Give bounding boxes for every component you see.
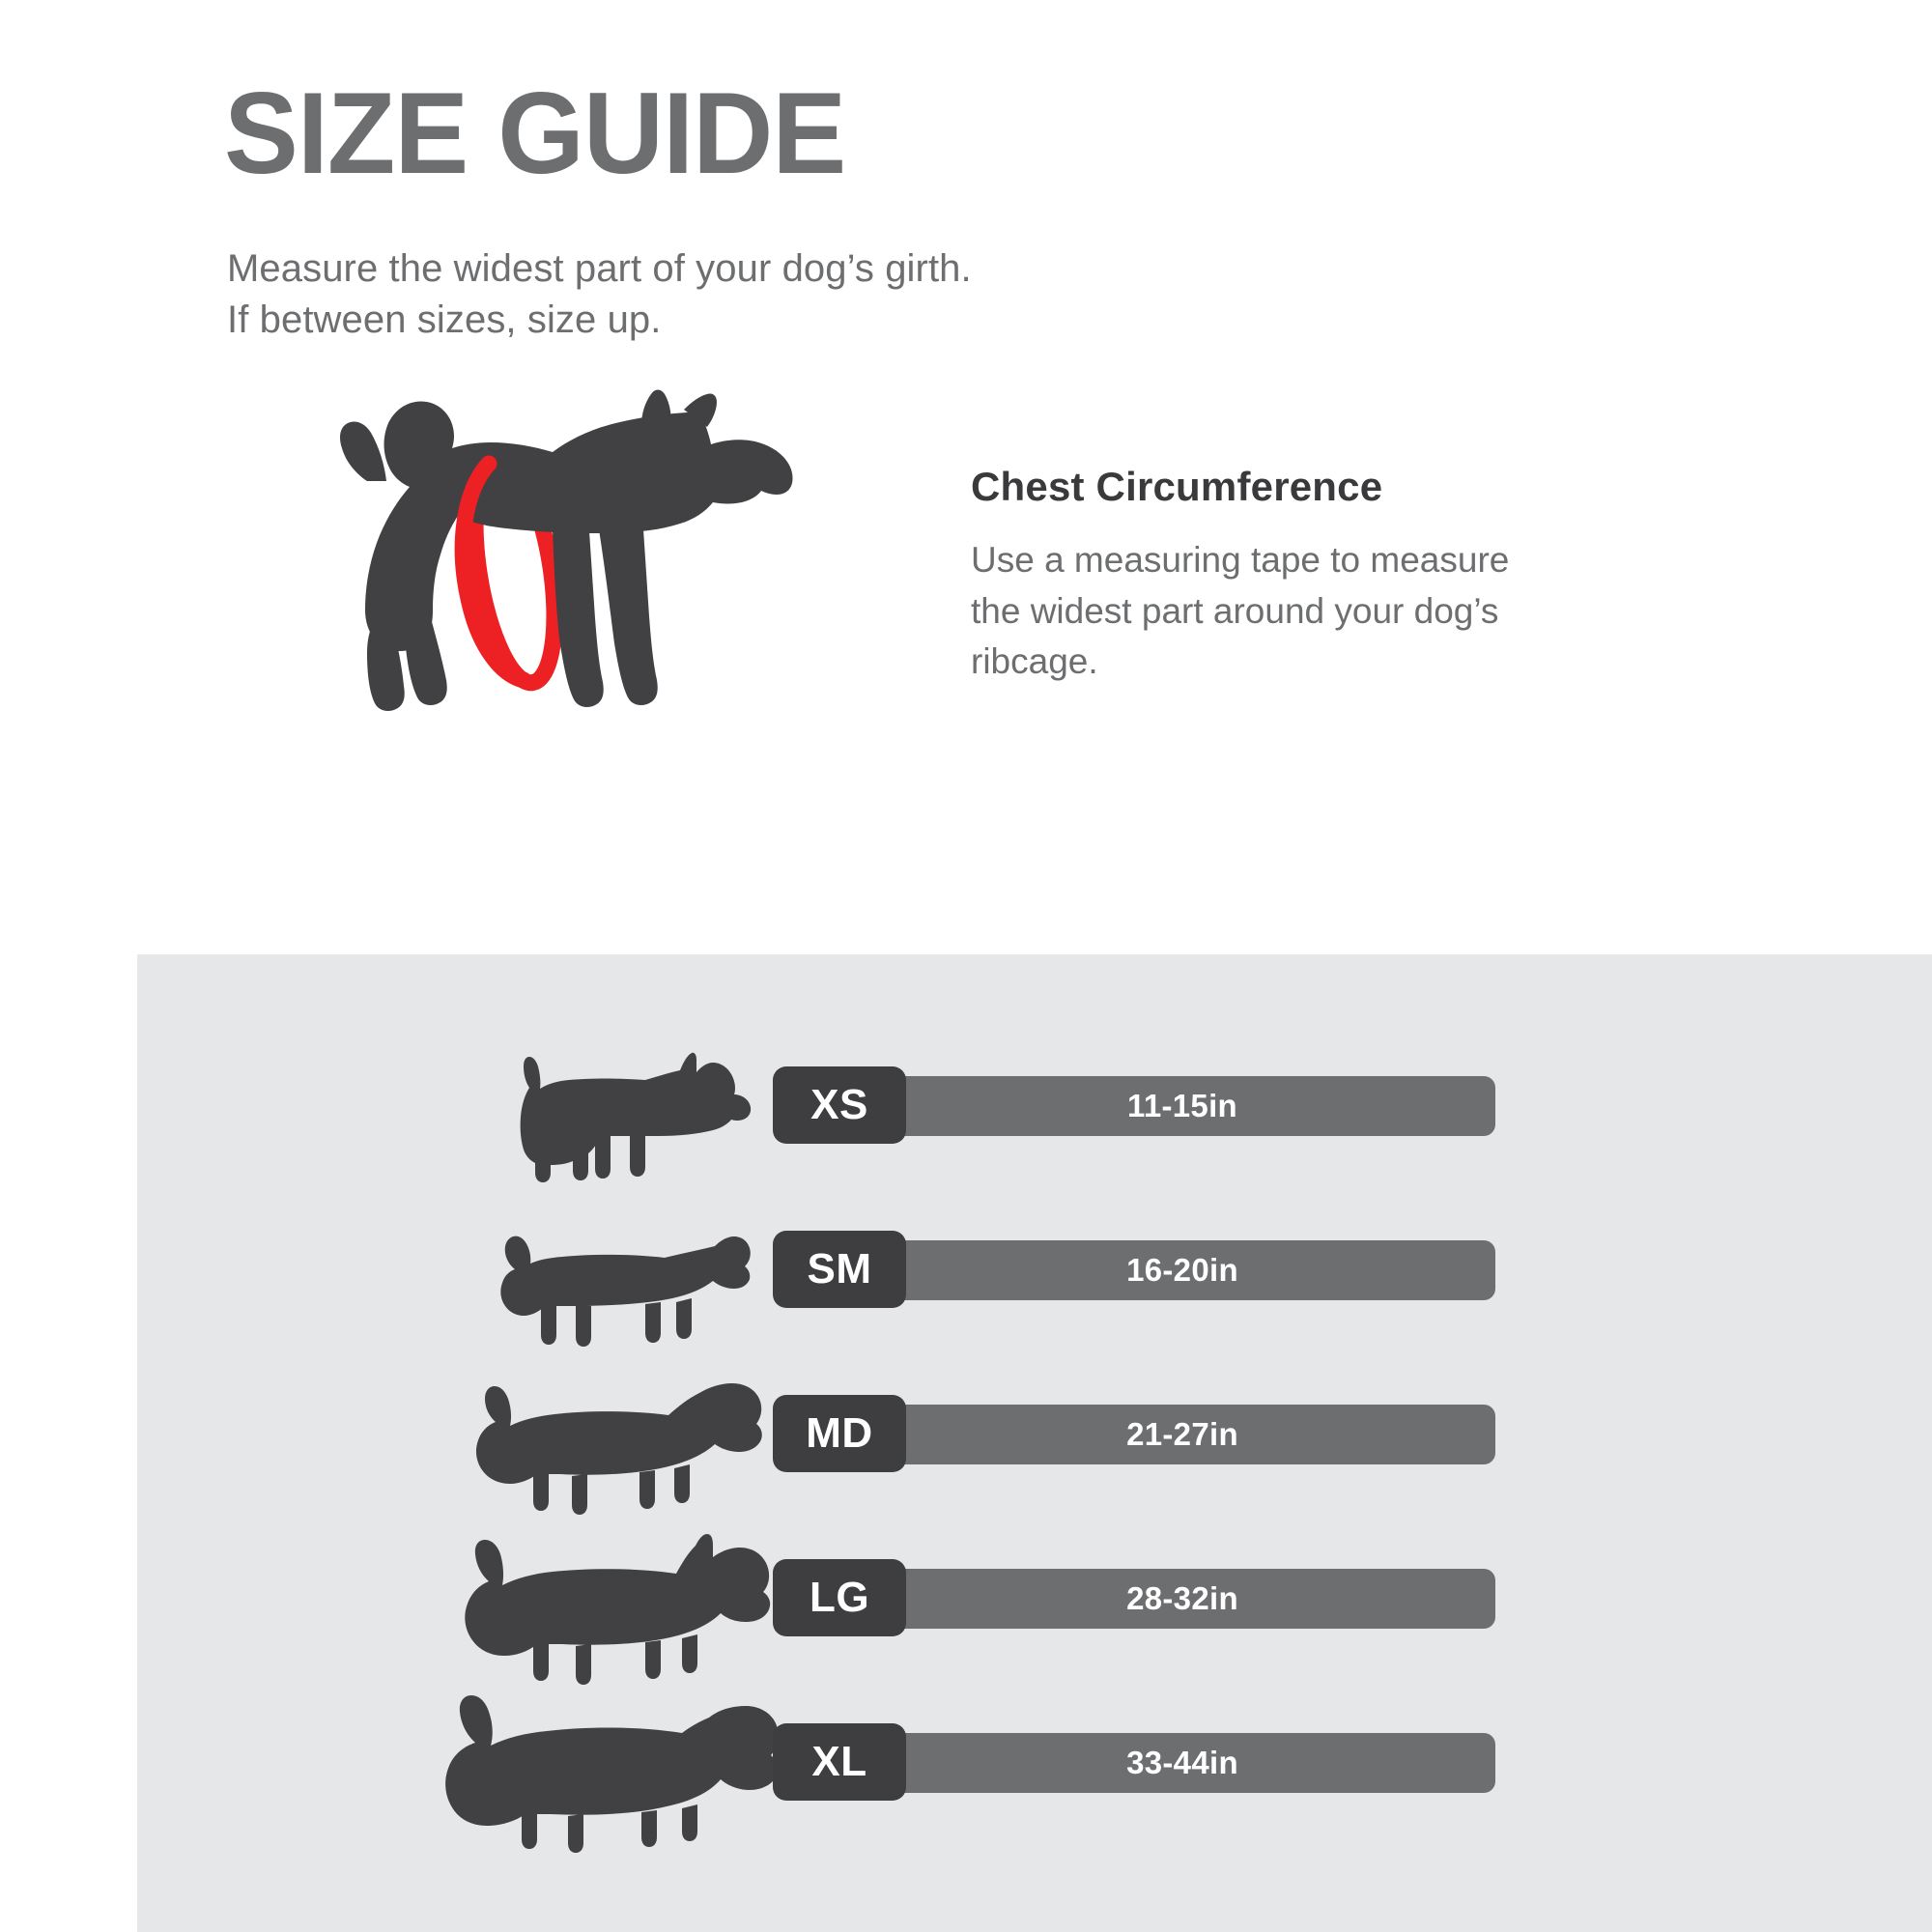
size-bar-md[interactable]: 21-27in	[829, 1405, 1495, 1464]
dog-dachshund-icon	[456, 1213, 775, 1358]
dog-illustration	[309, 386, 850, 831]
size-bar-lg[interactable]: 28-32in	[829, 1569, 1495, 1629]
dog-head-silhouette	[684, 393, 717, 427]
size-row-xs[interactable]: XS 11-15in	[137, 1034, 1932, 1200]
dog-ear-silhouette	[641, 389, 671, 431]
subtitle-line-2: If between sizes, size up.	[227, 298, 662, 341]
size-value-lg: 28-32in	[1126, 1580, 1238, 1616]
dog-tail	[340, 421, 386, 481]
size-bar-sm[interactable]: 16-20in	[829, 1240, 1495, 1300]
size-badge-md[interactable]: MD	[773, 1395, 906, 1472]
size-badge-lg[interactable]: LG	[773, 1559, 906, 1636]
chest-body-line-2: the widest part around your dog’s	[971, 590, 1499, 631]
size-badge-xl[interactable]: XL	[773, 1723, 906, 1801]
size-bar-xl[interactable]: 33-44in	[829, 1733, 1495, 1793]
dog-terrier-icon	[456, 1049, 775, 1194]
dog-side-silhouette	[365, 401, 793, 651]
subtitle-block: Measure the widest part of your dog’s gi…	[227, 243, 972, 346]
size-value-xl: 33-44in	[1126, 1745, 1238, 1780]
dog-hind-legs	[367, 618, 447, 711]
page-title: SIZE GUIDE	[224, 69, 846, 198]
subtitle-line-1: Measure the widest part of your dog’s gi…	[227, 247, 972, 290]
chest-body-line-1: Use a measuring tape to measure	[971, 540, 1510, 580]
size-badge-xs[interactable]: XS	[773, 1066, 906, 1144]
size-chart-panel: XS 11-15in SM 16-20in MD 21-27in	[137, 954, 1932, 1932]
dog-front-legs	[553, 529, 658, 707]
size-row-md[interactable]: MD 21-27in	[137, 1362, 1932, 1528]
dog-shepherd-icon	[456, 1534, 775, 1687]
size-badge-sm[interactable]: SM	[773, 1231, 906, 1308]
dog-spaniel-icon	[456, 1378, 775, 1522]
chest-circumference-body: Use a measuring tape to measure the wide…	[971, 535, 1647, 688]
chest-measuring-ring-front	[454, 455, 532, 689]
size-value-md: 21-27in	[1126, 1416, 1238, 1452]
chest-circumference-heading: Chest Circumference	[971, 464, 1383, 509]
chest-info-block: Chest Circumference Use a measuring tape…	[971, 464, 1647, 688]
size-row-xl[interactable]: XL 33-44in	[137, 1690, 1932, 1857]
size-row-lg[interactable]: LG 28-32in	[137, 1526, 1932, 1692]
size-row-sm[interactable]: SM 16-20in	[137, 1198, 1932, 1364]
size-value-xs: 11-15in	[1126, 1088, 1237, 1123]
size-bar-xs[interactable]: 11-15in	[829, 1076, 1495, 1136]
chest-body-line-3: ribcage.	[971, 641, 1098, 682]
size-value-sm: 16-20in	[1126, 1252, 1238, 1288]
dog-mastiff-icon	[445, 1695, 779, 1853]
